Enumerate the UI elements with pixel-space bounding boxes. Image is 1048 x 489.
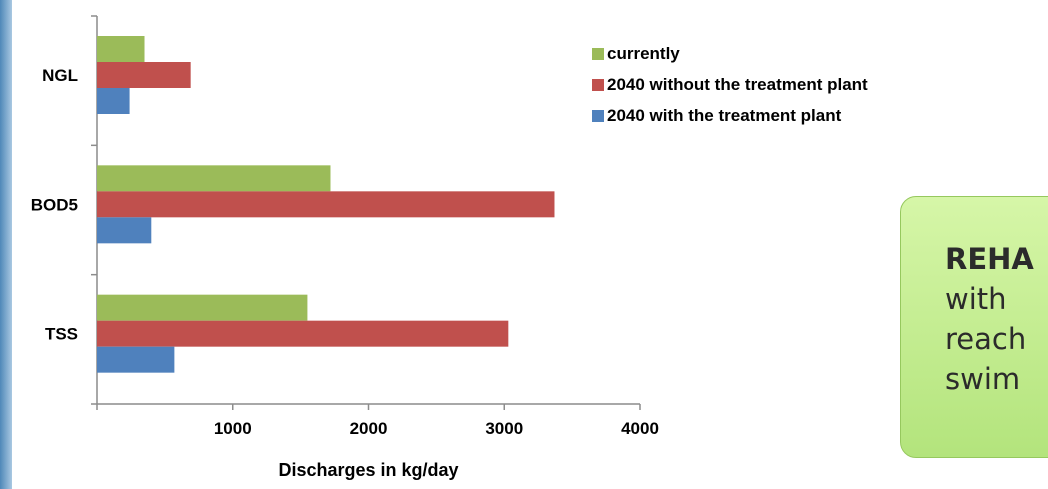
x-tick-label: 2000: [350, 419, 388, 438]
legend-item-2040-without: 2040 without the treatment plant: [592, 69, 868, 100]
chart-bars: [97, 36, 555, 373]
chart-labels: 1000 2000 3000 4000 Discharges in kg/day NGL B…: [31, 66, 659, 480]
callout-box: REHA with reach swim: [900, 196, 1048, 458]
bar-tss-series-2: [97, 346, 175, 373]
legend-item-2040-with: 2040 with the treatment plant: [592, 100, 868, 131]
bar-bod5-series-0: [97, 165, 331, 192]
bar-ngl-series-2: [97, 88, 130, 114]
legend-swatch-2040-without: [592, 78, 604, 91]
chart-legend: currently 2040 without the treatment pla…: [592, 38, 868, 131]
x-axis-title: Discharges in kg/day: [278, 460, 458, 480]
legend-label-2040-with: 2040 with the treatment plant: [607, 105, 842, 125]
legend-label-2040-without: 2040 without the treatment plant: [607, 74, 868, 94]
category-label-bod5: BOD5: [31, 195, 78, 214]
legend-label-currently: currently: [607, 43, 680, 63]
x-tick-label: 3000: [485, 419, 523, 438]
legend-swatch-currently: [592, 47, 604, 60]
bar-bod5-series-1: [97, 191, 555, 218]
bar-ngl-series-1: [97, 62, 191, 88]
x-tick-label: 4000: [621, 419, 659, 438]
bar-tss-series-0: [97, 294, 308, 321]
category-label-tss: TSS: [45, 325, 78, 344]
callout-line-1: REHA: [945, 242, 1034, 276]
x-tick-label: 1000: [214, 419, 252, 438]
callout-line-2: with: [945, 282, 1007, 316]
legend-item-currently: currently: [592, 38, 868, 69]
bar-tss-series-1: [97, 320, 509, 347]
legend-swatch-2040-with: [592, 109, 604, 122]
callout-line-4: swim: [945, 362, 1021, 396]
left-decorative-strip: [0, 0, 12, 489]
bar-ngl-series-0: [97, 36, 145, 62]
bar-bod5-series-2: [97, 217, 152, 244]
category-label-ngl: NGL: [42, 66, 78, 85]
callout-line-3: reach: [945, 322, 1027, 356]
